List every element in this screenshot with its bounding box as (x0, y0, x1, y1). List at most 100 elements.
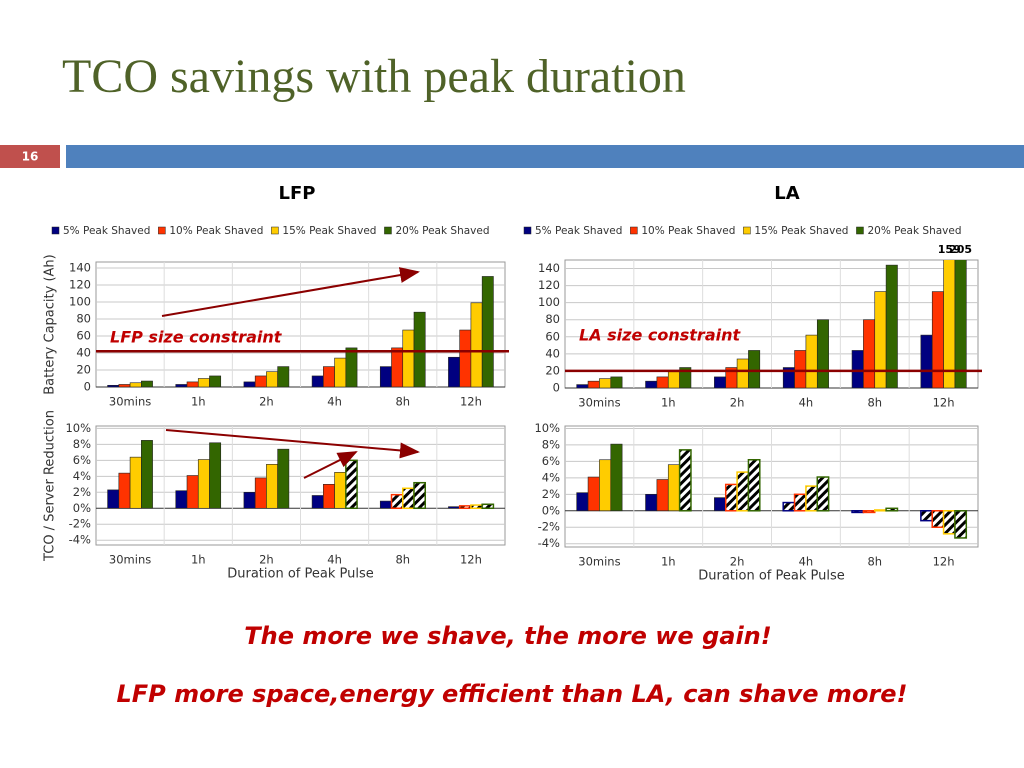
x-tick-label: 30mins (109, 553, 151, 567)
bar (885, 264, 898, 388)
bar-hatched (747, 458, 761, 512)
y-tick-label: 10% (65, 421, 91, 435)
bar-hatched (458, 505, 472, 510)
x-tick-label: 12h (460, 395, 482, 409)
slide-number: 16 (22, 150, 39, 164)
legend-label: 20% Peak Shaved (395, 225, 489, 237)
bar (107, 489, 120, 509)
bar (141, 380, 153, 387)
y-tick-label: 120 (69, 277, 91, 291)
bar-hatched (931, 510, 945, 528)
bar (209, 442, 222, 509)
legend-swatch (523, 226, 532, 235)
y-tick-label: 60 (545, 329, 560, 343)
y-tick-label: 0 (553, 381, 560, 395)
bar (118, 472, 131, 509)
bar (470, 302, 483, 387)
chart: -4% -2% 0% 2% 4% 6% 8% 10% 30mins 1h 2h 4h 8h 12h TCO … (43, 410, 506, 582)
bars (107, 276, 494, 387)
bar (656, 376, 669, 388)
trend-arrow (303, 451, 358, 479)
slide-number-box (0, 145, 60, 168)
bar (391, 347, 404, 387)
y-tick-label: 100 (538, 295, 560, 309)
bar (311, 375, 324, 387)
bar (186, 475, 199, 509)
bar (667, 464, 680, 512)
x-axis-title: Duration of Peak Pulse (227, 567, 374, 582)
y-axis-title: TCO / Server Reduction (43, 410, 58, 562)
bar (610, 376, 623, 388)
bar (266, 464, 278, 509)
y-tick-label: 40 (545, 346, 560, 360)
bar (656, 479, 669, 512)
legend-swatch (856, 226, 864, 235)
bar-hatched (782, 501, 796, 512)
bars (576, 260, 967, 388)
y-tick-label: 6% (542, 454, 560, 468)
x-tick-label: 8h (867, 396, 882, 410)
legend-label: 5% Peak Shaved (63, 225, 150, 237)
y-tick-label: 10% (534, 421, 560, 435)
annotation: LA size constraint (579, 326, 741, 345)
bar-hatched (402, 487, 415, 510)
bar (277, 448, 290, 509)
y-tick-label: -4% (69, 533, 91, 547)
bar (481, 276, 494, 387)
bar-hatched (954, 510, 968, 539)
bar (277, 366, 290, 387)
bar-hatched (874, 509, 887, 512)
bar (459, 329, 472, 387)
bar (794, 350, 807, 388)
legend-label: 10% Peak Shaved (641, 225, 735, 237)
y-axis-title: Battery Capacity (Ah) (43, 254, 58, 394)
x-tick-label: 4h (327, 395, 342, 409)
y-tick-label: 2% (73, 485, 91, 499)
bar (175, 384, 188, 387)
bar-hatched (345, 459, 358, 510)
bar (599, 459, 612, 512)
bar (311, 495, 324, 509)
header-bar (66, 145, 1024, 168)
bar (334, 357, 347, 387)
y-tick-label: 60 (76, 328, 91, 342)
y-tick-label: 80 (545, 312, 560, 326)
footer-text: The more we shave, the more we gain! (244, 622, 771, 650)
chart: -4% -2% 0% 2% 4% 6% 8% 10% 30mins 1h 2h 4h 8h 12h Dura… (534, 421, 979, 584)
x-tick-label: 30mins (578, 396, 620, 410)
bar (714, 376, 727, 388)
y-tick-label: 8% (73, 437, 91, 451)
bar (874, 291, 887, 388)
y-tick-label: 0% (542, 503, 560, 517)
value-label: 159 (938, 243, 961, 256)
legend-label: 20% Peak Shaved (867, 225, 961, 237)
x-tick-label: 2h (730, 396, 745, 410)
bar (679, 367, 692, 388)
x-tick-label: 12h (933, 396, 955, 410)
bar (266, 371, 278, 387)
legend-swatch (630, 226, 638, 235)
charts: 0 20 40 60 80 100 120 140 30mins 1h 2h 4h 8h 12h LFP s… (43, 225, 982, 584)
bar (920, 334, 933, 388)
bar (197, 378, 210, 387)
y-tick-label: -2% (538, 520, 560, 534)
bar (714, 497, 727, 512)
bar-hatched (678, 449, 692, 512)
bar-hatched (413, 481, 426, 510)
bar (175, 490, 188, 509)
bar (254, 375, 267, 387)
x-tick-label: 8h (395, 553, 410, 567)
y-tick-label: 0 (84, 380, 91, 394)
column-header: LFP (279, 183, 316, 204)
y-tick-label: 20 (76, 362, 91, 376)
bar (931, 291, 944, 388)
bar-hatched (481, 503, 495, 510)
arrows (161, 267, 420, 479)
bar (186, 381, 199, 387)
bar (610, 443, 623, 512)
legend-swatch (743, 226, 751, 235)
x-tick-label: 2h (259, 395, 274, 409)
legend-label: 15% Peak Shaved (754, 225, 848, 237)
